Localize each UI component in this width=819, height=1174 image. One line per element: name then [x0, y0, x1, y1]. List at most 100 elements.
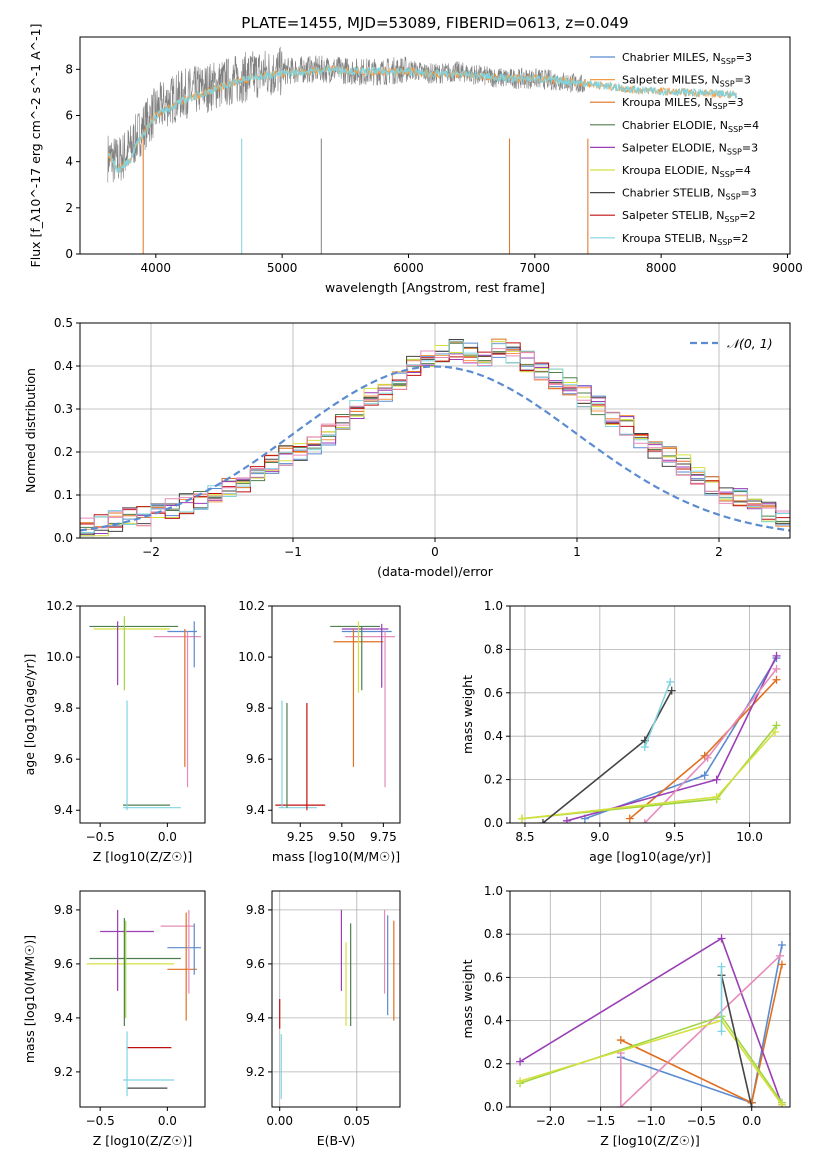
- y-tick-label: 9.8: [246, 701, 265, 715]
- x-tick-label: 0.0: [742, 1114, 761, 1128]
- y-tick-label: 9.4: [246, 1011, 265, 1025]
- y-tick-label: 9.6: [246, 957, 265, 971]
- y-tick-label: 6: [65, 108, 73, 122]
- y-tick-label: 0.1: [54, 488, 73, 502]
- y-tick-label: 9.6: [246, 752, 265, 766]
- panel-1: −2 −1 0 1 2 0.0 0.1 0.2 0.3 0.4 0.5 (data-model)/er…: [23, 316, 791, 579]
- y-tick-label: 9.2: [54, 1065, 73, 1079]
- data-point-marker: [700, 771, 709, 780]
- data-point-marker: [775, 951, 784, 960]
- x-tick-label: −1.0: [636, 1114, 665, 1128]
- x-tick-label: 0: [431, 545, 439, 559]
- panel-3: 9.25 9.50 9.75 9.4 9.6 9.8 10.0 10.2 mass [log10…: [238, 599, 401, 864]
- y-tick-label: 9.4: [54, 1011, 73, 1025]
- y-tick-label: 10.0: [46, 650, 73, 664]
- y-axis-label: mass weight: [460, 675, 475, 754]
- x-tick-label: 4000: [141, 261, 172, 275]
- panel-4: 8.5 9.0 9.5 10.0 0.0 0.2 0.4 0.6 0.8 1.0 age [log1…: [460, 599, 791, 864]
- y-tick-label: 0.2: [484, 773, 503, 787]
- y-tick-label: 8: [65, 62, 73, 76]
- mass-weight-series: [619, 955, 781, 1107]
- y-axis-label: Normed distribution: [23, 368, 38, 493]
- data-point-marker: [717, 962, 726, 971]
- x-tick-label: 10.0: [736, 830, 763, 844]
- y-tick-label: 0.2: [484, 1057, 503, 1071]
- data-point-marker: [772, 675, 781, 684]
- x-tick-label: −1: [284, 545, 302, 559]
- x-tick-label: 0.05: [343, 1114, 370, 1128]
- data-point-marker: [772, 721, 781, 730]
- x-tick-label: 9.50: [328, 830, 355, 844]
- legend-entry: Salpeter MILES, NSSP=3: [622, 74, 751, 89]
- data-point-marker: [777, 941, 786, 949]
- data-point-marker: [562, 816, 571, 823]
- y-tick-label: 0: [65, 247, 73, 261]
- y-tick-label: 0.2: [54, 445, 73, 459]
- data-point-marker: [517, 814, 526, 823]
- data-point-marker: [717, 934, 726, 943]
- x-tick-label: 6000: [393, 261, 424, 275]
- x-axis-label: mass [log10(M/M☉)]: [272, 849, 400, 864]
- y-tick-label: 0.5: [54, 316, 73, 330]
- x-tick-label: 8.5: [515, 830, 534, 844]
- axes-frame: [79, 605, 206, 824]
- data-point-marker: [640, 743, 649, 752]
- plot-area: [80, 338, 790, 537]
- y-tick-label: 0.4: [484, 1014, 503, 1028]
- plot-area: [279, 909, 395, 1099]
- plot-area: [86, 909, 201, 1097]
- plot-area: [107, 46, 738, 254]
- data-point-marker: [625, 814, 634, 823]
- y-tick-label: 2: [65, 201, 73, 215]
- mass-weight-series: [542, 690, 673, 823]
- data-point-marker: [703, 753, 712, 762]
- y-tick-label: 4: [65, 155, 73, 169]
- y-tick-label: 9.6: [54, 957, 73, 971]
- x-axis-label: Z [log10(Z/Z☉)]: [600, 1133, 700, 1148]
- y-tick-label: 0.0: [484, 816, 503, 830]
- y-tick-label: 0.4: [484, 729, 503, 743]
- panel-7: −2.0 −1.5 −1.0 −0.5 0.0 0.0 0.2 0.4 0.6 0.8 1.0 Z […: [460, 884, 791, 1148]
- data-point-marker: [712, 792, 721, 801]
- y-tick-label: 10.0: [238, 650, 265, 664]
- legend-entry: 𝒩(0, 1): [727, 336, 773, 351]
- x-tick-label: −0.5: [86, 830, 115, 844]
- legend-entry: Chabrier ELODIE, NSSP=4: [622, 119, 759, 134]
- y-tick-label: 9.4: [54, 803, 73, 817]
- x-tick-label: 0.00: [266, 1114, 293, 1128]
- y-tick-label: 9.4: [246, 803, 265, 817]
- panel-6: 0.00 0.05 9.2 9.4 9.6 9.8 E(B-V): [246, 890, 401, 1148]
- x-tick-label: 9.25: [287, 830, 314, 844]
- y-tick-label: 9.8: [54, 903, 73, 917]
- legend-entry: Kroupa ELODIE, NSSP=4: [622, 164, 751, 179]
- y-axis-label: Flux [f_λ10^-17 erg cm^-2 s^-1 A^-1]: [28, 24, 43, 268]
- x-tick-label: 0.0: [158, 830, 177, 844]
- legend-entry: Kroupa STELIB, NSSP=2: [622, 232, 748, 247]
- panel-5: −0.5 0.0 9.2 9.4 9.6 9.8 Z [log10(Z/Z☉)] mass […: [22, 890, 206, 1148]
- y-tick-label: 1.0: [484, 599, 503, 613]
- y-tick-label: 9.2: [246, 1065, 265, 1079]
- plot-area: [89, 616, 201, 811]
- y-tick-label: 0.8: [484, 642, 503, 656]
- x-axis-label: E(B-V): [317, 1133, 356, 1148]
- x-tick-label: 9.0: [590, 830, 609, 844]
- x-axis-label: Z [log10(Z/Z☉)]: [93, 1133, 193, 1148]
- x-tick-label: −2: [142, 545, 160, 559]
- legend-entry: Chabrier MILES, NSSP=3: [622, 51, 752, 66]
- data-point-marker: [616, 1036, 625, 1045]
- axes-frame: [79, 890, 206, 1108]
- y-tick-label: 9.8: [246, 903, 265, 917]
- y-tick-label: 0.0: [484, 1100, 503, 1114]
- y-tick-label: 10.2: [238, 599, 265, 613]
- plot-area: [516, 934, 786, 1107]
- y-tick-label: 0.4: [54, 359, 73, 373]
- data-point-marker: [747, 1103, 756, 1107]
- y-axis-label: mass weight: [460, 959, 475, 1038]
- plot-area: [275, 621, 396, 811]
- y-axis-label: mass [log10(M/M☉)]: [22, 935, 37, 1063]
- legend-entry: Salpeter ELODIE, NSSP=3: [622, 141, 758, 156]
- axes-frame: [271, 890, 401, 1108]
- x-tick-label: −0.5: [86, 1114, 115, 1128]
- data-point-marker: [777, 960, 786, 969]
